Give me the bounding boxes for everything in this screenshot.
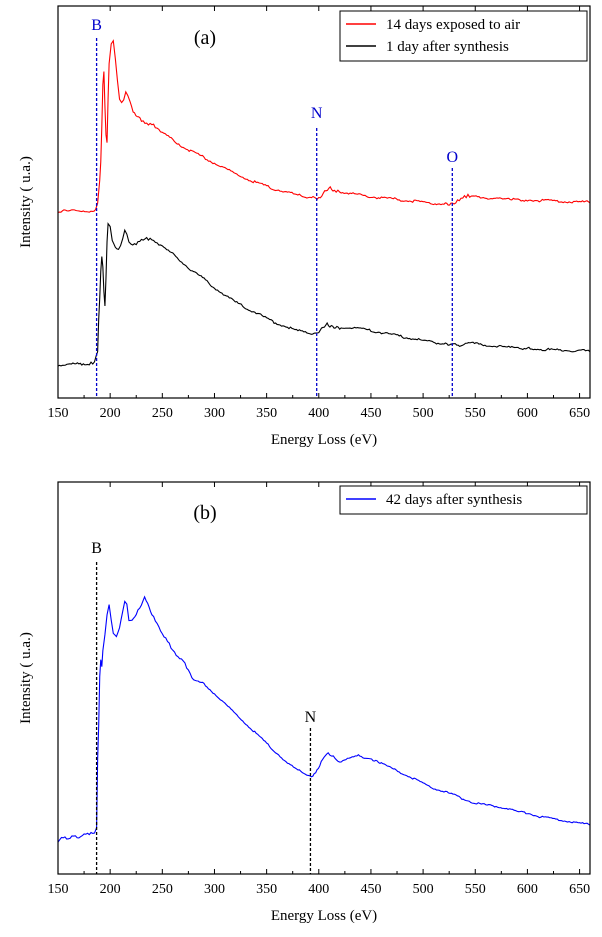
plot-frame bbox=[57, 5, 591, 399]
chart-panel-a: B N O 150 200 250 300 350 400 450 500 550 600 650 Ener… bbox=[18, 5, 591, 448]
y-axis-label: Intensity ( u.a.) bbox=[18, 156, 34, 248]
x-tick-label: 550 bbox=[465, 406, 486, 421]
x-tick-label: 600 bbox=[517, 406, 538, 421]
series-line-42-days-after-synthesis bbox=[57, 595, 591, 843]
x-tick-label: 550 bbox=[465, 882, 486, 897]
x-tick-label: 250 bbox=[152, 882, 173, 897]
x-tick-label: 400 bbox=[308, 406, 329, 421]
series-line-1-day-after-synthesis bbox=[57, 222, 591, 367]
edge-marker-label-o: O bbox=[447, 149, 459, 166]
chart-panel-b: B N 150 200 250 300 350 400 450 500 550 600 650 Energ… bbox=[18, 481, 591, 924]
x-tick-label: 200 bbox=[100, 406, 121, 421]
x-axis-label: Energy Loss (eV) bbox=[271, 908, 377, 924]
legend-entry: 42 days after synthesis bbox=[386, 492, 522, 508]
y-axis-label: Intensity ( u.a.) bbox=[18, 632, 34, 724]
plot-frame bbox=[57, 481, 591, 875]
x-tick-label: 450 bbox=[360, 882, 381, 897]
x-axis-label: Energy Loss (eV) bbox=[271, 432, 377, 448]
edge-marker-label-b: B bbox=[91, 17, 102, 34]
series-line-14-days-exposed-to-air bbox=[57, 39, 591, 213]
panel-label: (b) bbox=[193, 502, 216, 524]
x-tick-label: 650 bbox=[569, 882, 590, 897]
x-tick-label: 200 bbox=[100, 882, 121, 897]
x-tick-label: 250 bbox=[152, 406, 173, 421]
edge-marker-label-n: N bbox=[305, 709, 317, 726]
x-tick-label: 500 bbox=[413, 882, 434, 897]
x-tick-label: 650 bbox=[569, 406, 590, 421]
x-tick-label: 350 bbox=[256, 406, 277, 421]
x-tick-label: 300 bbox=[204, 882, 225, 897]
x-tick-label: 350 bbox=[256, 882, 277, 897]
x-tick-label: 150 bbox=[48, 406, 69, 421]
x-tick-label: 600 bbox=[517, 882, 538, 897]
edge-marker-label-b: B bbox=[91, 540, 102, 557]
legend-box bbox=[339, 485, 588, 515]
x-tick-label: 150 bbox=[48, 882, 69, 897]
x-tick-label: 450 bbox=[360, 406, 381, 421]
panel-label: (a) bbox=[194, 27, 216, 49]
x-tick-label: 300 bbox=[204, 406, 225, 421]
edge-marker-label-n: N bbox=[311, 105, 323, 122]
legend-entry: 14 days exposed to air bbox=[386, 17, 520, 33]
x-tick-label: 400 bbox=[308, 882, 329, 897]
legend-box bbox=[339, 10, 588, 62]
legend-entry: 1 day after synthesis bbox=[386, 39, 509, 55]
x-tick-label: 500 bbox=[413, 406, 434, 421]
